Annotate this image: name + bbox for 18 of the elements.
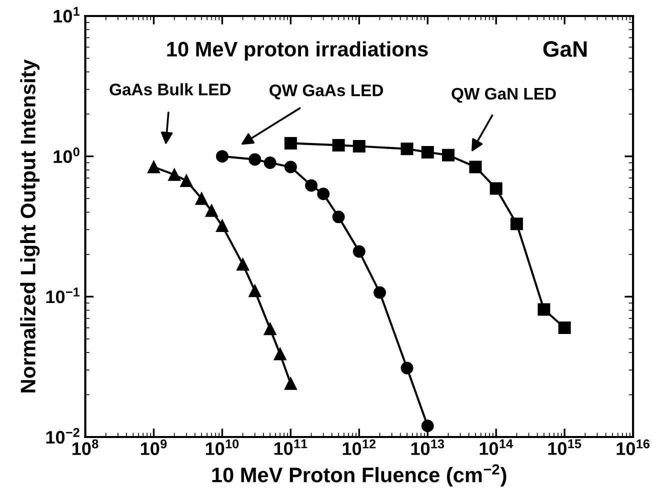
annotation: 10 MeV proton irradiations: [167, 41, 428, 61]
x-tick-label: 10$^{15}$: [548, 439, 582, 455]
x-axis-title: 10 MeV Proton Fluence (cm$^{−2}$): [212, 464, 506, 486]
x-tick-label: 10$^{12}$: [342, 439, 376, 456]
y-tick-label: 10$^{−1}$: [46, 288, 80, 304]
x-tick-label: 10$^{9}$: [140, 439, 167, 456]
x-tick-label: 10$^{11}$: [274, 439, 308, 455]
y-tick-label: 10$^{1}$: [54, 7, 80, 23]
annotation: QW GaN LED: [452, 88, 556, 103]
x-tick-label: 10$^{14}$: [480, 439, 513, 455]
annotation: GaAs Bulk LED: [110, 83, 231, 96]
x-tick-label: 10$^{10}$: [206, 439, 239, 456]
x-tick-label: 10$^{13}$: [411, 439, 444, 456]
y-tick-label: 10$^{0}$: [54, 147, 80, 164]
annotation: QW GaAs LED: [270, 84, 384, 100]
y-axis-title: Normalized Light Output Intensity: [20, 59, 40, 392]
annotation: GaN: [543, 41, 587, 57]
x-tick-label: 10$^{16}$: [616, 439, 650, 456]
